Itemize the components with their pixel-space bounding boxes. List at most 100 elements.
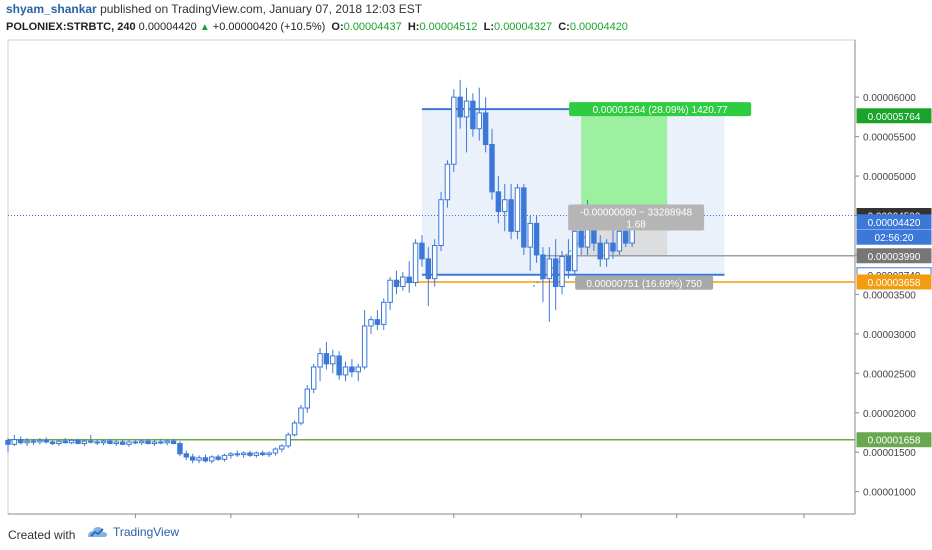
y-tick-label: 0.00005000 bbox=[863, 172, 916, 183]
target-label-bg bbox=[569, 102, 752, 117]
candle-body bbox=[234, 453, 240, 456]
candle-body bbox=[266, 452, 272, 456]
price-tag-text: 0.00001658 bbox=[868, 436, 921, 447]
qty-label-bg bbox=[568, 204, 705, 219]
candle-body bbox=[11, 439, 18, 445]
qty-label: -0.00000080 ~ 33288948 bbox=[568, 204, 705, 219]
target-label: 0.00001264 (28.09%) 1420.77 bbox=[569, 102, 752, 117]
candle-body bbox=[317, 353, 323, 368]
candle-body bbox=[482, 112, 489, 146]
candle-body bbox=[527, 222, 533, 248]
close-label: C: bbox=[558, 21, 570, 33]
qty-label-text: -0.00000080 ~ 33288948 bbox=[580, 208, 692, 219]
created-with-label: Created with bbox=[8, 528, 76, 542]
candle-body bbox=[68, 439, 75, 444]
candle-body bbox=[342, 366, 349, 376]
candle-body bbox=[393, 279, 400, 288]
candle-body bbox=[62, 440, 69, 444]
candle-body bbox=[597, 242, 603, 260]
candle-body bbox=[610, 242, 616, 252]
candle-body bbox=[572, 230, 578, 272]
price-tag-text: 02:56:20 bbox=[875, 233, 914, 244]
price-tag: 0.00004420 bbox=[856, 214, 932, 230]
candle-body bbox=[88, 440, 94, 443]
candle-body bbox=[533, 222, 540, 256]
candle-body bbox=[470, 100, 476, 130]
price-tag: 02:56:20 bbox=[856, 229, 932, 245]
candle-body bbox=[56, 440, 62, 445]
candle-body bbox=[603, 242, 610, 260]
candle-body bbox=[310, 366, 317, 390]
candle-body bbox=[476, 112, 482, 130]
candle-body bbox=[438, 199, 444, 246]
candle-body bbox=[444, 163, 451, 201]
candle-body bbox=[126, 441, 132, 445]
price-tag-bg bbox=[856, 214, 932, 230]
candle-body bbox=[202, 457, 209, 462]
candle-body bbox=[489, 144, 495, 193]
candle-body bbox=[215, 456, 221, 460]
price-tag: 0.00003658 bbox=[856, 274, 932, 290]
ratio-label-text: 1.68 bbox=[626, 220, 646, 231]
candle-body bbox=[540, 254, 546, 280]
price-tag-text: 0.00005764 bbox=[868, 112, 921, 123]
candle-body bbox=[355, 366, 361, 373]
published-text: published on TradingView.com, January 07… bbox=[100, 2, 423, 16]
chart-header: shyam_shankar published on TradingView.c… bbox=[0, 0, 932, 40]
candle-body bbox=[412, 242, 419, 284]
candle-body bbox=[361, 325, 368, 368]
candle-body bbox=[272, 448, 279, 454]
low-label: L: bbox=[483, 21, 495, 33]
symbol-label: POLONIEX:STRBTC, 240 bbox=[6, 21, 136, 33]
y-tick-label: 0.00003500 bbox=[863, 290, 916, 301]
price-tag-text: 0.00004420 bbox=[868, 218, 921, 229]
high-label: H: bbox=[407, 21, 420, 33]
candle-body bbox=[253, 452, 260, 456]
candle-body bbox=[425, 258, 432, 280]
price-tag-text: 0.00003658 bbox=[868, 278, 921, 289]
candle-body bbox=[291, 422, 298, 436]
candle-body bbox=[623, 230, 629, 244]
candle-body bbox=[30, 440, 37, 443]
candle-body bbox=[183, 453, 190, 458]
target-zone bbox=[581, 115, 668, 216]
price-tag-bg bbox=[856, 229, 932, 245]
footer: Created with TradingView bbox=[0, 518, 932, 550]
last-price: 0.00004420 bbox=[138, 21, 197, 33]
ratio-label-bg bbox=[568, 216, 705, 231]
ratio-label: 1.68 bbox=[568, 216, 705, 231]
candle-body bbox=[228, 453, 234, 456]
candle-body bbox=[304, 388, 311, 409]
candle-body bbox=[260, 452, 266, 456]
ohlc-line: POLONIEX:STRBTC, 240 0.00004420 ▲ +0.000… bbox=[6, 21, 628, 33]
candle-body bbox=[559, 256, 565, 288]
candle-body bbox=[508, 199, 514, 232]
close-value: 0.00004420 bbox=[569, 21, 628, 33]
author-link[interactable]: shyam_shankar bbox=[6, 2, 97, 16]
candle-body bbox=[132, 441, 139, 444]
candle-body bbox=[546, 258, 553, 280]
candle-body bbox=[336, 355, 342, 376]
candle-body bbox=[349, 366, 355, 373]
price-tag-bg bbox=[856, 248, 932, 264]
candle-body bbox=[387, 279, 393, 303]
change-value: +0.00000420 (+10.5%) bbox=[212, 21, 326, 33]
candle-body bbox=[139, 440, 145, 444]
tradingview-brand[interactable]: TradingView bbox=[86, 525, 179, 539]
candle-body bbox=[240, 452, 247, 456]
candle-body bbox=[81, 440, 88, 445]
low-value: 0.00004327 bbox=[494, 21, 553, 33]
candle-body bbox=[151, 441, 158, 445]
candle-body bbox=[374, 319, 381, 325]
y-tick-label: 0.00001500 bbox=[863, 448, 916, 459]
stop-label: 0.00000751 (16.69%) 750 bbox=[575, 275, 714, 290]
y-tick-label: 0.00005500 bbox=[863, 133, 916, 144]
publish-line: shyam_shankar published on TradingView.c… bbox=[6, 2, 422, 16]
candle-body bbox=[323, 353, 330, 365]
tradingview-text: TradingView bbox=[113, 525, 180, 539]
candle-body bbox=[451, 96, 457, 165]
price-tag-bg bbox=[856, 274, 932, 290]
candle-body bbox=[419, 242, 425, 260]
candle-body bbox=[158, 441, 164, 444]
